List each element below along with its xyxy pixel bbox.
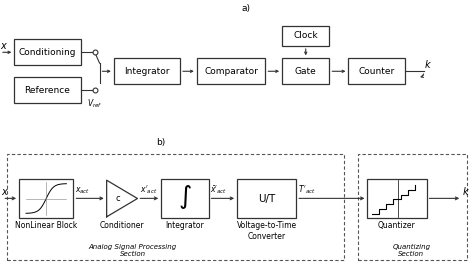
Text: Integrator: Integrator (124, 67, 170, 76)
FancyBboxPatch shape (348, 58, 405, 84)
FancyBboxPatch shape (237, 179, 296, 218)
Text: Counter: Counter (359, 67, 395, 76)
Text: k: k (425, 60, 430, 70)
Text: $V_{ref}$: $V_{ref}$ (87, 97, 102, 109)
Text: Conditioning: Conditioning (18, 48, 76, 57)
FancyBboxPatch shape (14, 77, 81, 103)
FancyBboxPatch shape (19, 179, 73, 218)
FancyBboxPatch shape (282, 58, 329, 84)
Text: Reference: Reference (25, 86, 70, 95)
Text: $\int$: $\int$ (178, 183, 192, 211)
FancyBboxPatch shape (114, 58, 180, 84)
Text: $\bar{x}'_{act}$: $\bar{x}'_{act}$ (210, 184, 227, 196)
FancyBboxPatch shape (14, 39, 81, 65)
Text: x: x (0, 41, 6, 51)
Text: x: x (1, 187, 7, 197)
FancyBboxPatch shape (282, 26, 329, 46)
Text: Integrator: Integrator (165, 221, 204, 230)
Text: Quantizing
Section: Quantizing Section (392, 244, 430, 257)
Text: b): b) (156, 138, 166, 147)
Text: Analog Signal Processing
Section: Analog Signal Processing Section (89, 244, 177, 257)
Text: NonLinear Block: NonLinear Block (15, 221, 77, 230)
Text: c: c (115, 194, 120, 203)
Text: a): a) (242, 4, 251, 13)
Text: k: k (463, 187, 469, 197)
FancyBboxPatch shape (161, 179, 209, 218)
Text: Quantizer: Quantizer (378, 221, 416, 230)
Text: $T'_{act}$: $T'_{act}$ (298, 184, 315, 196)
Text: Gate: Gate (295, 67, 317, 76)
Text: Conditioner: Conditioner (100, 221, 145, 230)
Text: Clock: Clock (293, 31, 318, 40)
Text: Voltage-to-Time
Converter: Voltage-to-Time Converter (237, 221, 297, 241)
Text: U/T: U/T (258, 193, 275, 204)
Text: $x_{act}$: $x_{act}$ (75, 186, 90, 196)
FancyBboxPatch shape (197, 58, 265, 84)
Polygon shape (107, 180, 137, 217)
FancyBboxPatch shape (367, 179, 427, 218)
Text: Comparator: Comparator (204, 67, 258, 76)
Text: $x'_{act}$: $x'_{act}$ (140, 184, 157, 196)
